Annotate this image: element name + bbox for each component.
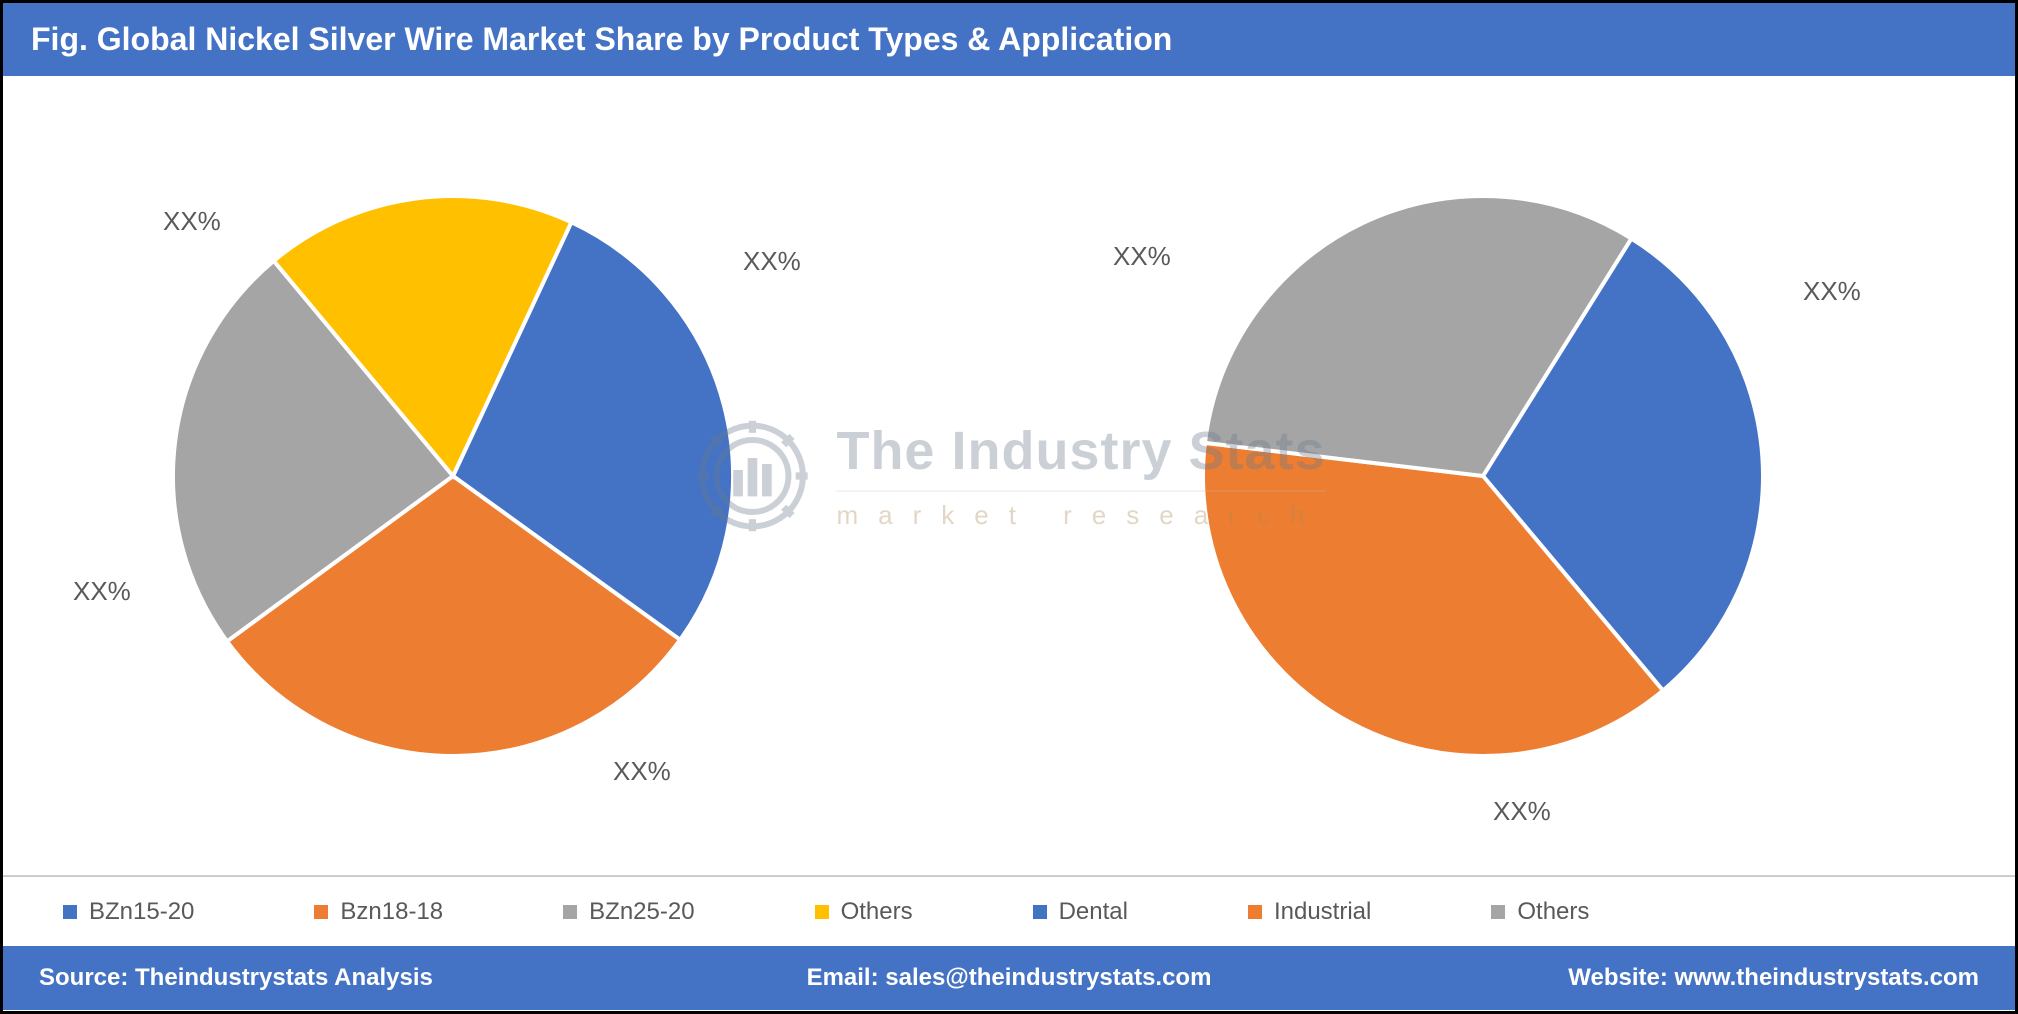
footer-website: Website: www.theindustrystats.com <box>1332 964 1979 992</box>
slice-pct-label: XX% <box>613 756 671 787</box>
legend-label: BZn15-20 <box>89 898 194 926</box>
legend-swatch <box>63 905 77 919</box>
legend-item: Others <box>1491 898 1589 926</box>
footer-source: Source: Theindustrystats Analysis <box>39 964 686 992</box>
legend-item: BZn25-20 <box>563 898 694 926</box>
legend-swatch <box>563 905 577 919</box>
legend-swatch <box>314 905 328 919</box>
legend-label: Others <box>1517 898 1589 926</box>
footer-email: Email: sales@theindustrystats.com <box>686 964 1333 992</box>
slice-pct-label: XX% <box>743 246 801 277</box>
legend-item: Industrial <box>1248 898 1371 926</box>
slice-pct-label: XX% <box>1113 241 1171 272</box>
legend-item: Bzn18-18 <box>314 898 443 926</box>
legend-label: Bzn18-18 <box>340 898 443 926</box>
header-bar: Fig. Global Nickel Silver Wire Market Sh… <box>3 3 2015 76</box>
pie-chart-right <box>3 76 2018 876</box>
legend-row: BZn15-20 Bzn18-18 BZn25-20 Others Dental Indu… <box>3 876 2015 946</box>
footer-bar: Source: Theindustrystats Analysis Email:… <box>3 946 2015 1010</box>
slice-pct-label: XX% <box>163 206 221 237</box>
legend-item: Others <box>815 898 913 926</box>
slice-pct-label: XX% <box>1493 796 1551 827</box>
legend-swatch <box>1491 905 1505 919</box>
legend-swatch <box>815 905 829 919</box>
legend-label: Others <box>841 898 913 926</box>
legend-label: Industrial <box>1274 898 1371 926</box>
legend-item: BZn15-20 <box>63 898 194 926</box>
legend-item: Dental <box>1033 898 1128 926</box>
header-title: Fig. Global Nickel Silver Wire Market Sh… <box>31 21 1172 57</box>
slice-pct-label: XX% <box>73 576 131 607</box>
legend-label: BZn25-20 <box>589 898 694 926</box>
legend-swatch <box>1033 905 1047 919</box>
chart-area: XX% XX% XX% XX% XX% XX% XX% <box>3 76 2015 876</box>
legend-swatch <box>1248 905 1262 919</box>
legend-label: Dental <box>1059 898 1128 926</box>
slice-pct-label: XX% <box>1803 276 1861 307</box>
